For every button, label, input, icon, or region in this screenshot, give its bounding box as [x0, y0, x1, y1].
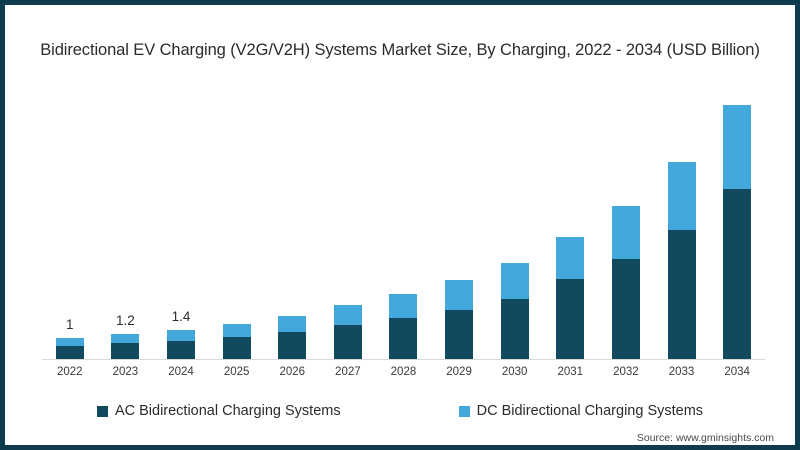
x-tick-label: 2023 [112, 366, 139, 378]
stacked-column[interactable] [445, 280, 474, 359]
bar-segment-ac[interactable] [611, 259, 640, 359]
stacked-column[interactable] [278, 315, 307, 359]
chart-legend: AC Bidirectional Charging Systems DC Bidi… [8, 403, 792, 419]
x-tick-label: 2029 [446, 366, 472, 378]
bar-group[interactable]: 1.4 [153, 88, 209, 359]
bar-segment-ac[interactable] [111, 343, 140, 359]
x-tick-label: 2025 [223, 366, 250, 378]
bar-group[interactable] [264, 88, 320, 359]
bar-segment-dc[interactable] [111, 333, 140, 344]
bar-group[interactable] [709, 88, 765, 359]
bar-segment-ac[interactable] [278, 331, 307, 359]
stacked-column[interactable] [55, 338, 84, 359]
legend-swatch-icon [96, 405, 108, 417]
bar-segment-ac[interactable] [389, 318, 418, 359]
x-tick-label: 2032 [613, 366, 639, 378]
bar-series-container: 1 1.2 1.4 [42, 88, 765, 359]
bar-segment-dc[interactable] [611, 205, 640, 260]
chart-canvas: Bidirectional EV Charging (V2G/V2H) Syst… [5, 5, 795, 445]
stacked-column[interactable] [667, 161, 696, 359]
stacked-column[interactable] [500, 263, 529, 359]
legend-item[interactable]: AC Bidirectional Charging Systems [96, 403, 341, 419]
bar-segment-dc[interactable] [389, 293, 418, 319]
bar-segment-dc[interactable] [222, 324, 251, 337]
bar-segment-ac[interactable] [55, 345, 84, 359]
stacked-column[interactable] [222, 324, 251, 359]
bar-segment-dc[interactable] [445, 280, 474, 310]
legend-label: DC Bidirectional Charging Systems [476, 403, 704, 419]
bar-group[interactable] [431, 88, 487, 359]
x-tick-label: 2022 [57, 366, 83, 378]
bar-group[interactable] [209, 88, 265, 359]
bar-segment-dc[interactable] [556, 237, 585, 280]
source-attribution: Source: www.gminsights.com [636, 432, 774, 444]
stacked-column[interactable] [167, 329, 196, 359]
stacked-column[interactable] [723, 104, 752, 359]
bar-segment-dc[interactable] [333, 305, 362, 326]
bar-segment-ac[interactable] [445, 309, 474, 359]
bar-segment-dc[interactable] [55, 338, 84, 346]
chart-title: Bidirectional EV Charging (V2G/V2H) Syst… [40, 41, 760, 59]
stacked-column[interactable] [556, 237, 585, 359]
bar-group[interactable] [542, 88, 598, 359]
stacked-column[interactable] [389, 293, 418, 359]
x-tick-label: 2034 [724, 366, 750, 378]
bar-segment-ac[interactable] [500, 299, 529, 359]
x-tick-label: 2024 [168, 366, 194, 378]
bar-group[interactable]: 1.2 [98, 88, 154, 359]
x-tick-label: 2026 [279, 366, 306, 378]
bar-segment-dc[interactable] [278, 315, 307, 332]
bar-group[interactable] [376, 88, 432, 359]
stacked-column[interactable] [611, 205, 640, 359]
legend-label: AC Bidirectional Charging Systems [114, 403, 341, 419]
x-tick-label: 2028 [390, 366, 417, 378]
bar-segment-dc[interactable] [723, 104, 752, 189]
bar-segment-ac[interactable] [667, 229, 696, 359]
stacked-column[interactable] [333, 305, 362, 359]
bar-group[interactable] [487, 88, 543, 359]
bar-segment-ac[interactable] [167, 340, 196, 359]
x-tick-label: 2033 [668, 366, 695, 378]
bar-group[interactable] [320, 88, 376, 359]
bar-group[interactable]: 1 [42, 88, 98, 359]
bar-group[interactable] [598, 88, 654, 359]
x-axis-line [42, 359, 765, 360]
bar-value-label: 1 [66, 317, 74, 332]
x-tick-label: 2031 [557, 366, 584, 378]
stacked-column[interactable] [111, 333, 140, 359]
bar-segment-dc[interactable] [500, 263, 529, 300]
x-axis-tick-labels: 2022 2023 2024 2025 2026 2027 2028 2029 2030 2031… [42, 366, 765, 378]
bar-segment-dc[interactable] [667, 161, 696, 230]
bar-segment-ac[interactable] [333, 325, 362, 359]
legend-swatch-icon [458, 405, 470, 417]
bar-segment-ac[interactable] [556, 279, 585, 359]
bar-value-label: 1.4 [171, 308, 191, 324]
bar-segment-ac[interactable] [222, 336, 251, 359]
x-tick-label: 2030 [501, 366, 528, 378]
x-tick-label: 2027 [335, 366, 361, 378]
legend-item[interactable]: DC Bidirectional Charging Systems [458, 403, 704, 419]
bar-segment-ac[interactable] [723, 188, 752, 359]
bar-segment-dc[interactable] [167, 329, 196, 341]
bar-value-label: 1.2 [116, 312, 135, 328]
bar-group[interactable] [654, 88, 710, 359]
